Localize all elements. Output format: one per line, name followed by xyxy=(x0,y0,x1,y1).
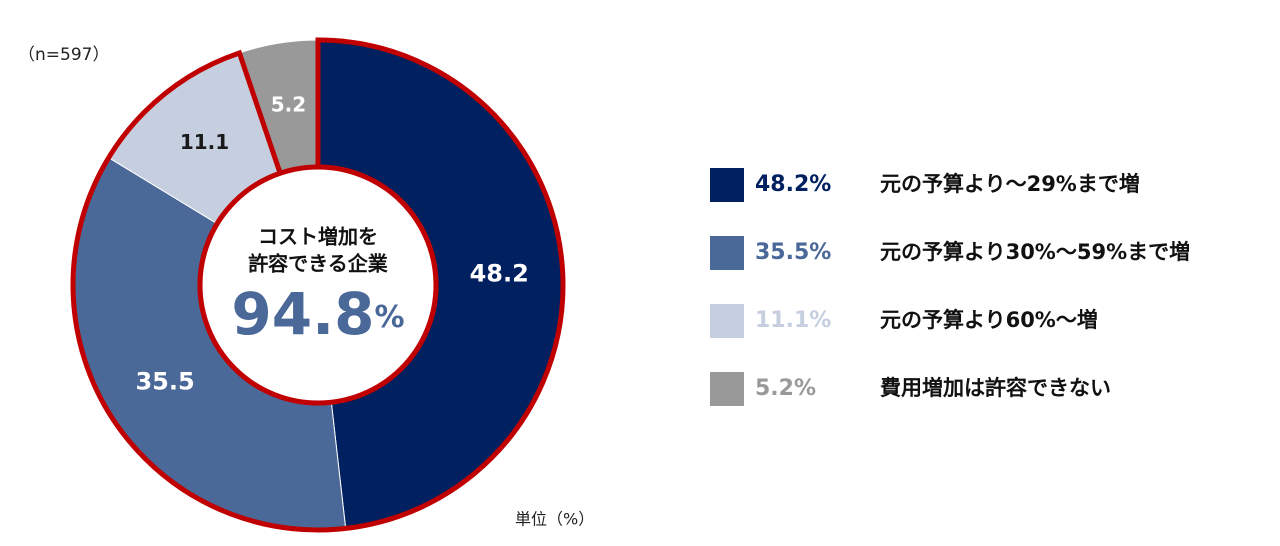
slice-label: 11.1 xyxy=(180,130,229,154)
legend-swatch xyxy=(710,304,744,338)
center-value: 94.8% xyxy=(231,280,404,348)
legend-value: 48.2% xyxy=(755,172,831,197)
center-unit: % xyxy=(375,300,405,335)
legend-label: 費用増加は許容できない xyxy=(880,376,1111,400)
slice-label: 5.2 xyxy=(271,92,306,116)
legend-value: 11.1% xyxy=(755,308,831,333)
legend-value: 35.5% xyxy=(755,240,831,265)
legend-label: 元の予算より30%～59%まで増 xyxy=(880,240,1190,264)
legend-swatch xyxy=(710,168,744,202)
slice-label: 35.5 xyxy=(135,368,194,396)
slice-label: 48.2 xyxy=(470,260,529,288)
subtitle: （n=597） xyxy=(18,45,109,65)
legend-swatch xyxy=(710,372,744,406)
center-text: コスト増加を xyxy=(258,225,378,249)
legend-label: 元の予算より～29%まで増 xyxy=(880,172,1140,196)
unit-note: 単位（%） xyxy=(515,510,594,529)
legend-swatch xyxy=(710,236,744,270)
center-number: 94.8 xyxy=(231,280,374,348)
legend-label: 元の予算より60%～増 xyxy=(880,308,1098,332)
center-circle xyxy=(197,164,439,406)
center-text: 許容できる企業 xyxy=(248,252,389,276)
legend-value: 5.2% xyxy=(755,376,816,401)
